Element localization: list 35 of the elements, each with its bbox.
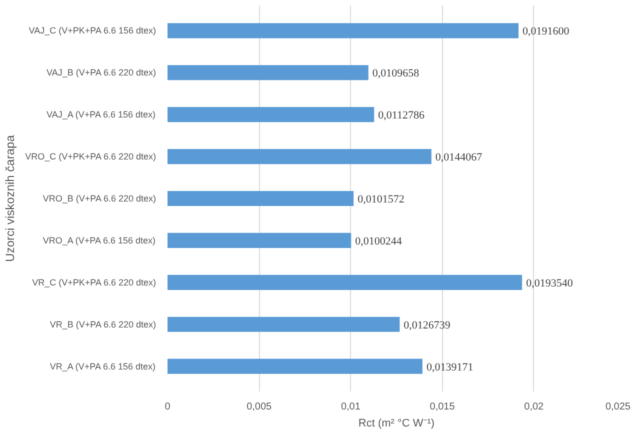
x-tick-label: 0,01 xyxy=(340,402,361,412)
bar xyxy=(168,65,368,80)
y-tick-label: VAJ_C (V+PK+PA 6.6 156 dtex) xyxy=(28,26,156,36)
y-tick-label: VRO_B (V+PA 6.6 220 dtex) xyxy=(42,194,156,204)
y-tick-label: VAJ_B (V+PA 6.6 220 dtex) xyxy=(46,68,156,78)
bar xyxy=(168,358,422,374)
x-tick-label: 0 xyxy=(164,402,171,412)
x-tick-label: 0,02 xyxy=(524,402,544,412)
data-label: 0,0126739 xyxy=(404,319,451,332)
data-label: 0,0112786 xyxy=(378,110,425,122)
y-tick-label: VRO_C (V+PK+PA 6.6 220 dtex) xyxy=(25,152,156,162)
x-axis-title: Rct (m² °C W⁻¹) xyxy=(358,418,435,430)
y-tick-label: VR_A (V+PA 6.6 156 dtex) xyxy=(50,361,156,372)
bar xyxy=(168,190,354,206)
bar xyxy=(168,316,400,332)
y-tick-label: VR_B (V+PA 6.6 220 dtex) xyxy=(50,319,156,330)
bar xyxy=(168,23,519,38)
bar xyxy=(168,107,374,122)
y-tick-label: VAJ_A (V+PA 6.6 156 dtex) xyxy=(46,110,156,120)
data-label: 0,0144067 xyxy=(435,152,483,164)
bar xyxy=(168,148,432,164)
x-tick-label: 0,005 xyxy=(246,402,272,412)
x-tick-label: 0,015 xyxy=(430,402,456,412)
y-tick-label: VRO_A (V+PA 6.6 156 dtex) xyxy=(42,235,156,246)
data-label: 0,0191600 xyxy=(522,26,570,38)
x-tick-label: 0,025 xyxy=(605,402,631,412)
bar xyxy=(168,232,352,248)
data-label: 0,0109658 xyxy=(372,68,420,80)
data-label: 0,0193540 xyxy=(526,277,574,290)
y-axis-title: Uzorci viskoznih čarapa xyxy=(3,134,18,262)
y-tick-label: VR_C (V+PK+PA 6.6 220 dtex) xyxy=(32,277,156,288)
data-label: 0,0101572 xyxy=(358,194,404,206)
data-label: 0,0100244 xyxy=(355,235,402,248)
bar xyxy=(168,274,522,290)
data-label: 0,0139171 xyxy=(426,361,474,374)
